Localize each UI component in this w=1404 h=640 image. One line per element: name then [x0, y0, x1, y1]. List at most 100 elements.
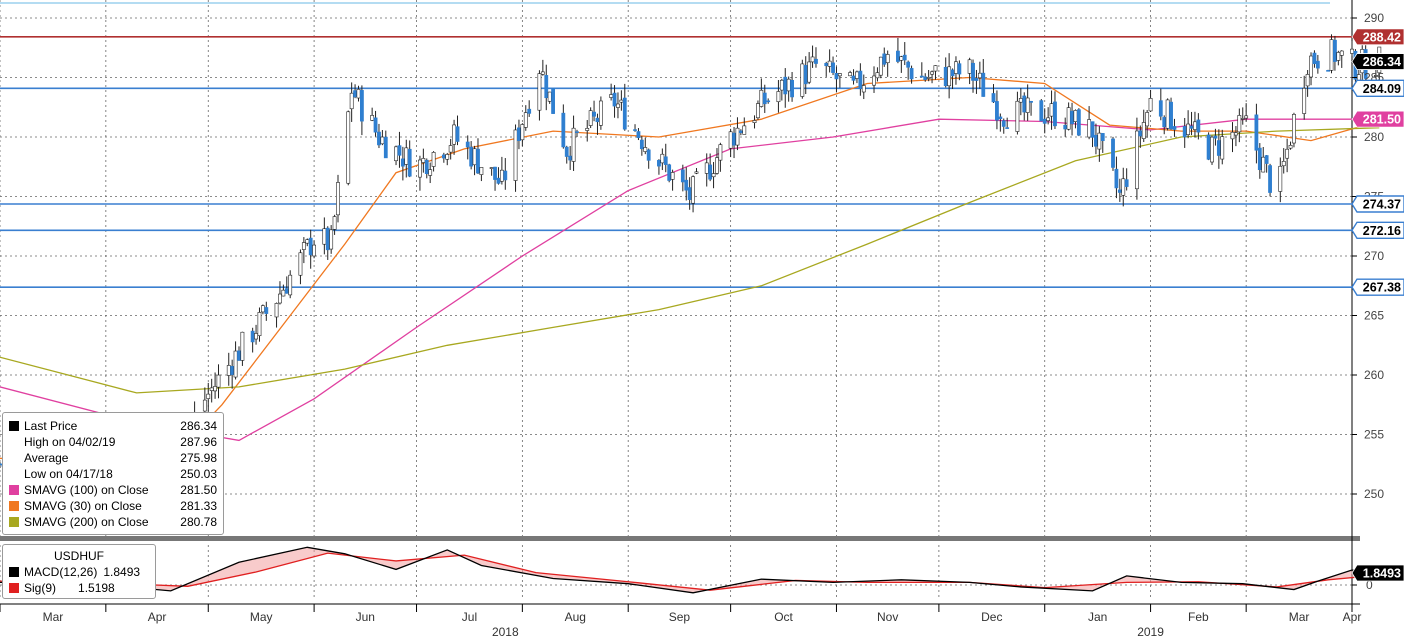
candle-body: [1305, 74, 1310, 87]
candle: [503, 158, 508, 190]
candle: [861, 74, 866, 100]
candle-body: [663, 156, 668, 165]
candle: [1124, 168, 1129, 191]
candle-body: [564, 146, 569, 157]
candle-body: [544, 75, 549, 99]
candle: [875, 67, 880, 82]
macd-axis-tick-label: 0: [1366, 578, 1373, 592]
candle: [1196, 113, 1201, 140]
candle-body: [762, 92, 767, 105]
candle: [837, 73, 842, 88]
candle: [1148, 89, 1153, 112]
candle-body: [540, 71, 545, 75]
candle-body: [568, 155, 573, 161]
x-axis-month-label: May: [250, 610, 273, 624]
candle: [476, 138, 480, 175]
candle-body: [503, 170, 508, 181]
candle: [896, 37, 900, 64]
candle: [206, 382, 211, 412]
candle-body: [1141, 122, 1146, 139]
candle: [1162, 115, 1167, 135]
candle: [639, 136, 644, 156]
candle: [711, 162, 716, 189]
candle: [1097, 126, 1102, 162]
candle: [1169, 97, 1173, 130]
candle-body: [779, 79, 784, 91]
candle-body: [1193, 121, 1197, 130]
candle: [540, 59, 545, 76]
candle: [1237, 108, 1242, 143]
candle: [301, 237, 306, 264]
candle: [1073, 109, 1078, 129]
candle-body: [1090, 121, 1095, 138]
candle-body: [1121, 178, 1126, 196]
candle-body: [353, 90, 357, 98]
candle-body: [561, 112, 566, 148]
macd-legend-title-row: USDHUF: [9, 548, 149, 564]
candle-body: [349, 92, 354, 110]
candle-body: [728, 131, 733, 149]
candle: [325, 226, 330, 260]
candle: [790, 72, 794, 102]
tag-background: [1351, 278, 1404, 296]
candle-body: [694, 171, 699, 174]
candle: [954, 56, 958, 85]
candle-body: [520, 124, 525, 141]
tag-label: 284.09: [1363, 82, 1401, 96]
level-tag: 284.09: [1351, 79, 1404, 98]
candle-body: [527, 108, 532, 114]
candle: [598, 96, 603, 130]
candle: [465, 135, 470, 160]
legend-label: High on 04/02/19: [24, 435, 116, 449]
candle-body: [250, 330, 255, 343]
candle-body: [803, 65, 808, 85]
candle: [1261, 146, 1266, 173]
candle: [933, 65, 938, 80]
candle-body: [1257, 147, 1262, 171]
candle: [233, 341, 238, 380]
candle-body: [1213, 135, 1218, 139]
candle-body: [332, 216, 337, 230]
candle: [1053, 91, 1057, 129]
price-legend: Last Price 286.34 High on 04/02/19 287.9…: [2, 412, 224, 535]
candle: [622, 83, 627, 131]
candle-body: [995, 101, 999, 121]
candle-body: [759, 89, 764, 107]
candle-body: [909, 68, 914, 80]
candle-body: [346, 111, 351, 184]
candle: [718, 142, 723, 172]
candle-body: [230, 366, 235, 375]
candle: [1158, 88, 1163, 121]
legend-value: 1.8493: [103, 565, 141, 579]
candle-body: [711, 173, 716, 178]
candle-body: [1124, 179, 1129, 187]
candle-body: [592, 111, 596, 117]
candle-body: [284, 288, 289, 294]
candle: [349, 82, 354, 122]
candle-body: [380, 136, 385, 145]
candle: [1172, 118, 1177, 137]
candle: [353, 84, 357, 99]
candle-body: [254, 333, 258, 340]
legend-swatch-signal: [9, 583, 19, 593]
candle: [1046, 107, 1051, 125]
candle-body: [738, 130, 743, 133]
candle-body: [704, 162, 709, 174]
legend-swatch-sma200: [9, 517, 19, 527]
candle-body: [400, 158, 405, 167]
candle: [1315, 54, 1320, 74]
candle-body: [336, 182, 340, 216]
candle: [715, 148, 719, 175]
candle-body: [1165, 99, 1170, 129]
candle-body: [1278, 165, 1283, 192]
candle: [1117, 178, 1122, 202]
candle-body: [428, 169, 433, 176]
candle-body: [383, 136, 388, 159]
candle-body: [1018, 98, 1023, 103]
candle: [742, 117, 747, 135]
candle: [1254, 103, 1259, 164]
macd-line: [0, 546, 1380, 594]
candle: [1285, 138, 1290, 173]
candle: [585, 120, 590, 142]
candle: [708, 153, 713, 182]
